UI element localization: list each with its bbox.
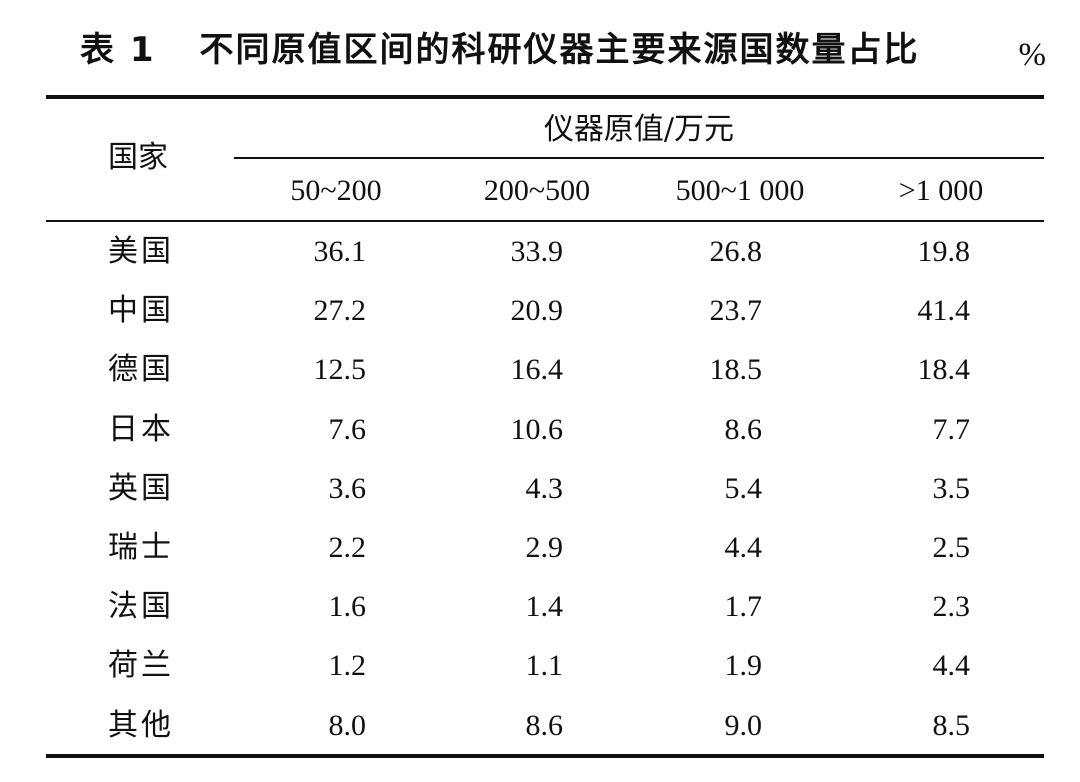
table-title-text: 不同原值区间的科研仪器主要来源国数量占比 bbox=[199, 30, 920, 70]
value-cell: 20.9 bbox=[510, 294, 564, 328]
top-rule bbox=[46, 95, 1044, 99]
value-cell: 4.4 bbox=[932, 649, 971, 683]
column-header-over-1000: >1 000 bbox=[898, 174, 984, 207]
value-cell: 1.1 bbox=[525, 649, 564, 683]
country-cell: 荷兰 bbox=[108, 648, 174, 684]
value-cell: 1.2 bbox=[328, 649, 367, 683]
value-cell: 41.4 bbox=[917, 294, 971, 328]
column-header-50-200: 50~200 bbox=[290, 174, 382, 207]
value-cell: 4.4 bbox=[724, 531, 763, 564]
table-row: 英国 3.6 4.3 5.4 3.5 bbox=[0, 459, 1080, 518]
value-cell: 7.7 bbox=[932, 412, 971, 446]
country-cell: 其他 bbox=[108, 707, 174, 743]
country-cell: 法国 bbox=[108, 589, 174, 625]
table-row: 法国 1.6 1.4 1.7 2.3 bbox=[0, 577, 1080, 636]
country-cell: 英国 bbox=[108, 470, 174, 506]
value-cell: 3.5 bbox=[932, 471, 971, 505]
country-cell: 德国 bbox=[108, 352, 174, 388]
table-caption: 表 1 不同原值区间的科研仪器主要来源国数量占比 % bbox=[0, 0, 1080, 96]
group-header-rule bbox=[234, 157, 1044, 159]
value-cell: 8.6 bbox=[525, 708, 564, 742]
column-header-200-500: 200~500 bbox=[483, 174, 591, 207]
value-group-header: 仪器原值/万元 bbox=[543, 112, 735, 147]
header-rule bbox=[46, 220, 1044, 222]
value-cell: 5.4 bbox=[724, 471, 763, 505]
table-row: 美国 36.1 33.9 26.8 19.8 bbox=[0, 222, 1080, 281]
table-row: 荷兰 1.2 1.1 1.9 4.4 bbox=[0, 636, 1080, 695]
value-cell: 16.4 bbox=[510, 353, 564, 387]
value-cell: 8.0 bbox=[328, 708, 367, 742]
country-cell: 瑞士 bbox=[108, 530, 174, 565]
value-cell: 2.2 bbox=[328, 531, 367, 564]
value-cell: 3.6 bbox=[328, 471, 367, 505]
unit-label: % bbox=[1018, 37, 1047, 73]
value-cell: 8.5 bbox=[932, 708, 971, 742]
value-cell: 2.3 bbox=[932, 590, 971, 624]
value-cell: 9.0 bbox=[724, 708, 763, 742]
value-cell: 19.8 bbox=[917, 235, 971, 268]
table-number: 表 1 bbox=[80, 30, 156, 70]
table-row: 日本 7.6 10.6 8.6 7.7 bbox=[0, 400, 1080, 459]
table-row: 其他 8.0 8.6 9.0 8.5 bbox=[0, 696, 1080, 755]
country-cell: 美国 bbox=[108, 234, 174, 269]
value-cell: 27.2 bbox=[313, 294, 367, 328]
value-cell: 1.6 bbox=[328, 590, 367, 624]
value-cell: 18.4 bbox=[917, 353, 971, 387]
value-cell: 23.7 bbox=[709, 294, 763, 328]
bottom-rule bbox=[46, 754, 1044, 758]
value-cell: 10.6 bbox=[510, 412, 564, 446]
value-cell: 4.3 bbox=[525, 471, 564, 505]
table-row: 德国 12.5 16.4 18.5 18.4 bbox=[0, 340, 1080, 399]
value-cell: 2.9 bbox=[525, 531, 564, 564]
value-cell: 7.6 bbox=[328, 412, 367, 446]
country-cell: 中国 bbox=[108, 293, 174, 329]
country-column-header: 国家 bbox=[108, 140, 168, 175]
country-cell: 日本 bbox=[108, 411, 174, 447]
value-cell: 12.5 bbox=[313, 353, 367, 387]
value-cell: 36.1 bbox=[313, 235, 367, 268]
value-cell: 1.7 bbox=[724, 590, 763, 624]
value-cell: 18.5 bbox=[709, 353, 763, 387]
table-row: 中国 27.2 20.9 23.7 41.4 bbox=[0, 281, 1080, 340]
table-row: 瑞士 2.2 2.9 4.4 2.5 bbox=[0, 518, 1080, 577]
value-cell: 33.9 bbox=[510, 235, 564, 268]
column-header-500-1000: 500~1 000 bbox=[675, 174, 805, 207]
value-cell: 8.6 bbox=[724, 412, 763, 446]
value-cell: 26.8 bbox=[709, 235, 763, 268]
value-cell: 2.5 bbox=[932, 531, 971, 564]
table-title: 表 1 不同原值区间的科研仪器主要来源国数量占比 bbox=[80, 28, 920, 72]
value-cell: 1.4 bbox=[525, 590, 564, 624]
value-cell: 1.9 bbox=[724, 649, 763, 683]
